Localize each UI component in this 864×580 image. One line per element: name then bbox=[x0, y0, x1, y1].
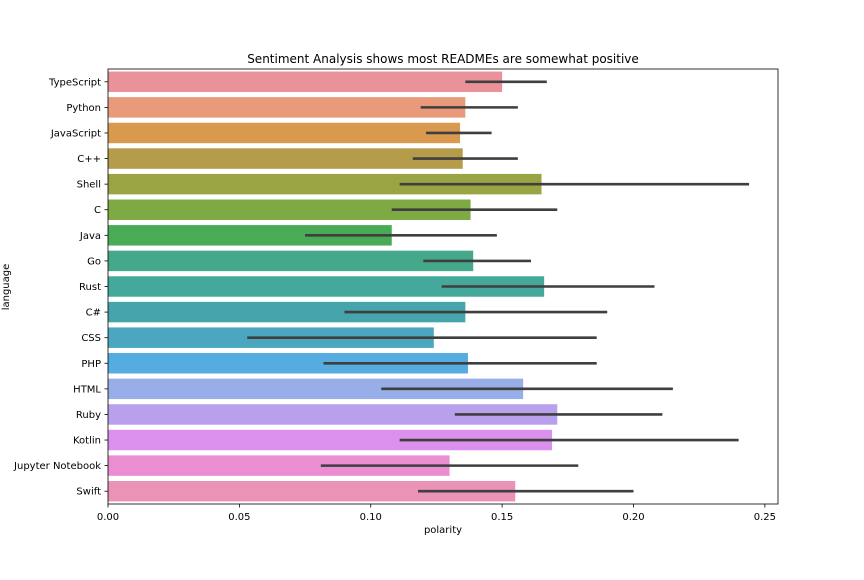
y-tick-label: Python bbox=[66, 103, 101, 114]
x-tick-label: 0.10 bbox=[360, 512, 382, 523]
bar bbox=[108, 122, 461, 144]
x-tick-label: 0.00 bbox=[97, 512, 119, 523]
y-tick-label: Java bbox=[79, 231, 101, 242]
y-axis: TypeScript Python JavaScript C++ Shell C Java G… bbox=[13, 77, 108, 498]
y-tick-label: Ruby bbox=[76, 410, 101, 421]
y-tick-label: JavaScript bbox=[50, 128, 101, 139]
x-tick-label: 0.05 bbox=[228, 512, 250, 523]
bar bbox=[108, 480, 516, 502]
y-tick-label: C# bbox=[86, 308, 101, 319]
y-tick-label: Swift bbox=[76, 487, 101, 498]
bar bbox=[108, 429, 553, 451]
y-tick-label: TypeScript bbox=[48, 77, 101, 88]
x-axis: 0.00 0.05 0.10 0.15 0.20 0.25 bbox=[97, 504, 776, 523]
y-tick-label: Rust bbox=[79, 282, 101, 293]
bar bbox=[108, 148, 463, 169]
y-tick-label: Kotlin bbox=[73, 436, 101, 447]
chart-title: Sentiment Analysis shows most READMEs ar… bbox=[247, 52, 639, 66]
y-tick-label: HTML bbox=[73, 384, 101, 395]
bar bbox=[108, 378, 524, 400]
bar bbox=[108, 404, 558, 425]
x-tick-label: 0.25 bbox=[754, 512, 776, 523]
bar bbox=[108, 199, 471, 220]
y-tick-label: PHP bbox=[81, 359, 101, 370]
y-tick-label: C++ bbox=[77, 154, 101, 165]
bar bbox=[108, 455, 450, 476]
y-tick-label: Jupyter Notebook bbox=[13, 461, 101, 472]
y-tick-label: C bbox=[94, 205, 101, 216]
bar bbox=[108, 353, 468, 374]
x-tick-label: 0.15 bbox=[491, 512, 513, 523]
y-tick-label: Shell bbox=[77, 180, 101, 191]
bar bbox=[108, 250, 474, 272]
bar bbox=[108, 97, 466, 118]
y-tick-label: CSS bbox=[81, 333, 101, 344]
y-axis-label: language bbox=[1, 264, 12, 311]
bar bbox=[108, 173, 542, 195]
plot-marks bbox=[108, 71, 750, 502]
x-axis-label: polarity bbox=[424, 525, 462, 536]
x-tick-label: 0.20 bbox=[622, 512, 644, 523]
bar bbox=[108, 301, 466, 323]
bar bbox=[108, 276, 545, 297]
y-tick-label: Go bbox=[87, 256, 101, 267]
bar bbox=[108, 225, 392, 246]
bar bbox=[108, 71, 503, 93]
